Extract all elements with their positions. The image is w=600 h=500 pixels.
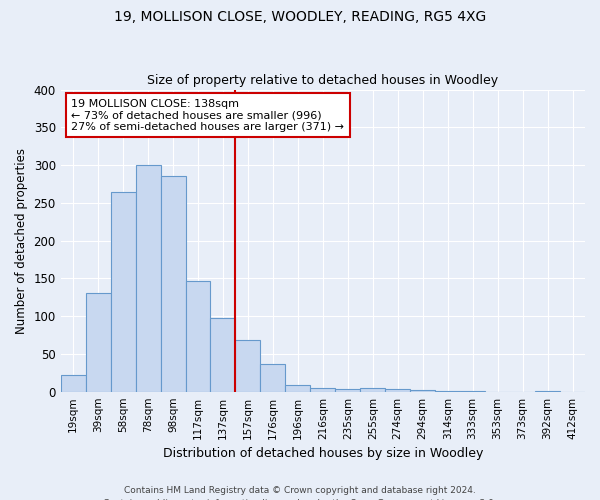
Bar bbox=[61, 375, 86, 392]
X-axis label: Distribution of detached houses by size in Woodley: Distribution of detached houses by size … bbox=[163, 447, 483, 460]
Bar bbox=[385, 390, 410, 392]
Bar bbox=[460, 391, 485, 392]
Y-axis label: Number of detached properties: Number of detached properties bbox=[15, 148, 28, 334]
Bar bbox=[185, 280, 211, 392]
Bar bbox=[410, 390, 435, 392]
Bar bbox=[535, 391, 560, 392]
Bar bbox=[360, 388, 385, 392]
Title: Size of property relative to detached houses in Woodley: Size of property relative to detached ho… bbox=[147, 74, 499, 87]
Bar bbox=[136, 165, 161, 392]
Bar bbox=[286, 385, 310, 392]
Text: Contains HM Land Registry data © Crown copyright and database right 2024.: Contains HM Land Registry data © Crown c… bbox=[124, 486, 476, 495]
Text: Contains public sector information licensed under the Open Government Licence v3: Contains public sector information licen… bbox=[103, 498, 497, 500]
Bar bbox=[110, 192, 136, 392]
Text: 19, MOLLISON CLOSE, WOODLEY, READING, RG5 4XG: 19, MOLLISON CLOSE, WOODLEY, READING, RG… bbox=[114, 10, 486, 24]
Bar bbox=[86, 294, 110, 392]
Bar bbox=[235, 340, 260, 392]
Bar bbox=[260, 364, 286, 392]
Bar bbox=[435, 391, 460, 392]
Bar bbox=[161, 176, 185, 392]
Text: 19 MOLLISON CLOSE: 138sqm
← 73% of detached houses are smaller (996)
27% of semi: 19 MOLLISON CLOSE: 138sqm ← 73% of detac… bbox=[71, 98, 344, 132]
Bar bbox=[310, 388, 335, 392]
Bar bbox=[335, 390, 360, 392]
Bar bbox=[211, 318, 235, 392]
